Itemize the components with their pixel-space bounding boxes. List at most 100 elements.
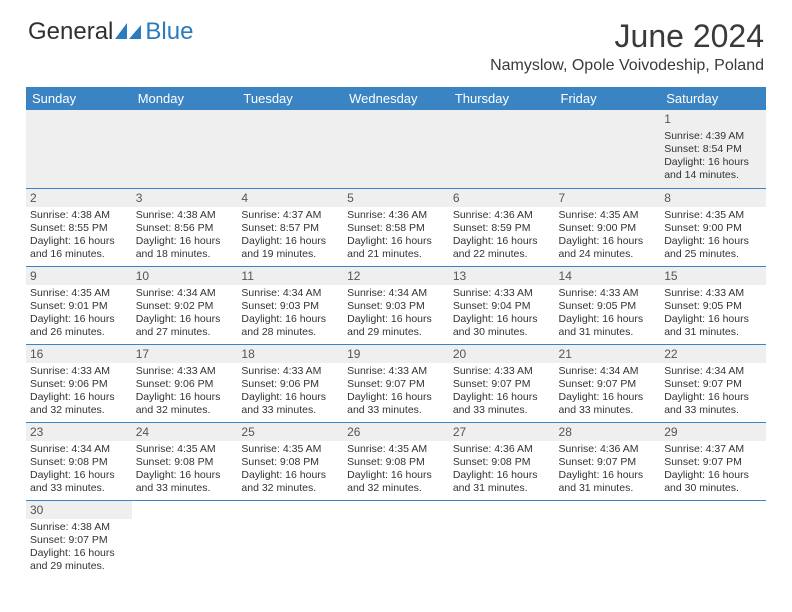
sunset-text: Sunset: 9:00 PM [559,222,657,235]
weekday-header: Tuesday [237,87,343,110]
weekday-header: Monday [132,87,238,110]
calendar-day-cell: 26Sunrise: 4:35 AMSunset: 9:08 PMDayligh… [343,422,449,500]
sunset-text: Sunset: 9:08 PM [347,456,445,469]
day-number: 24 [132,423,238,441]
calendar-day-cell: 18Sunrise: 4:33 AMSunset: 9:06 PMDayligh… [237,344,343,422]
sunrise-text: Sunrise: 4:35 AM [559,209,657,222]
weekday-header: Saturday [660,87,766,110]
sunset-text: Sunset: 8:54 PM [664,143,762,156]
sunrise-text: Sunrise: 4:36 AM [453,443,551,456]
sunrise-text: Sunrise: 4:33 AM [559,287,657,300]
daylight-text: Daylight: 16 hours and 25 minutes. [664,235,762,261]
sunrise-text: Sunrise: 4:38 AM [136,209,234,222]
sunset-text: Sunset: 9:07 PM [453,378,551,391]
daylight-text: Daylight: 16 hours and 22 minutes. [453,235,551,261]
calendar-week-row: 23Sunrise: 4:34 AMSunset: 9:08 PMDayligh… [26,422,766,500]
brand-part2: Blue [145,18,193,46]
day-number: 16 [26,345,132,363]
calendar-day-cell: 21Sunrise: 4:34 AMSunset: 9:07 PMDayligh… [555,344,661,422]
calendar-empty-cell [237,500,343,578]
day-number: 21 [555,345,661,363]
sunrise-text: Sunrise: 4:33 AM [664,287,762,300]
sunrise-text: Sunrise: 4:34 AM [664,365,762,378]
calendar-day-cell: 20Sunrise: 4:33 AMSunset: 9:07 PMDayligh… [449,344,555,422]
weekday-header: Wednesday [343,87,449,110]
daylight-text: Daylight: 16 hours and 18 minutes. [136,235,234,261]
sunset-text: Sunset: 9:07 PM [559,456,657,469]
day-number: 3 [132,189,238,207]
page-header: General Blue June 2024 Namyslow, Opole V… [0,0,792,81]
daylight-text: Daylight: 16 hours and 32 minutes. [347,469,445,495]
sunrise-text: Sunrise: 4:33 AM [241,365,339,378]
calendar-week-row: 1Sunrise: 4:39 AMSunset: 8:54 PMDaylight… [26,110,766,188]
day-number: 30 [26,501,132,519]
brand-part1: General [28,18,113,46]
sunrise-text: Sunrise: 4:34 AM [559,365,657,378]
calendar-week-row: 30 Sunrise: 4:38 AMSunset: 9:07 PMDayligh… [26,500,766,578]
day-number: 22 [660,345,766,363]
sunset-text: Sunset: 9:03 PM [347,300,445,313]
daylight-text: Daylight: 16 hours and 31 minutes. [664,313,762,339]
calendar-day-cell: 30 Sunrise: 4:38 AMSunset: 9:07 PMDayligh… [26,500,132,578]
calendar-table: SundayMondayTuesdayWednesdayThursdayFrid… [26,87,766,578]
day-number: 9 [26,267,132,285]
calendar-day-cell: 10Sunrise: 4:34 AMSunset: 9:02 PMDayligh… [132,266,238,344]
calendar-day-cell: 6Sunrise: 4:36 AMSunset: 8:59 PMDaylight… [449,188,555,266]
sunset-text: Sunset: 9:05 PM [559,300,657,313]
calendar-day-cell: 17Sunrise: 4:33 AMSunset: 9:06 PMDayligh… [132,344,238,422]
day-number: 7 [555,189,661,207]
sunrise-text: Sunrise: 4:33 AM [136,365,234,378]
sunrise-text: Sunrise: 4:38 AM [30,521,128,534]
daylight-text: Daylight: 16 hours and 29 minutes. [30,547,128,573]
calendar-empty-cell [343,110,449,188]
daylight-text: Daylight: 16 hours and 32 minutes. [30,391,128,417]
daylight-text: Daylight: 16 hours and 33 minutes. [559,391,657,417]
calendar-empty-cell [26,110,132,188]
calendar-week-row: 9Sunrise: 4:35 AMSunset: 9:01 PMDaylight… [26,266,766,344]
title-block: June 2024 Namyslow, Opole Voivodeship, P… [490,18,764,75]
day-number: 6 [449,189,555,207]
sunrise-text: Sunrise: 4:33 AM [347,365,445,378]
daylight-text: Daylight: 16 hours and 30 minutes. [664,469,762,495]
sunrise-text: Sunrise: 4:34 AM [241,287,339,300]
sunrise-text: Sunrise: 4:35 AM [136,443,234,456]
day-number: 26 [343,423,449,441]
calendar-week-row: 16Sunrise: 4:33 AMSunset: 9:06 PMDayligh… [26,344,766,422]
sunrise-text: Sunrise: 4:39 AM [664,130,762,143]
day-number: 15 [660,267,766,285]
day-number: 10 [132,267,238,285]
calendar-day-cell: 2Sunrise: 4:38 AMSunset: 8:55 PMDaylight… [26,188,132,266]
calendar-week-row: 2Sunrise: 4:38 AMSunset: 8:55 PMDaylight… [26,188,766,266]
daylight-text: Daylight: 16 hours and 33 minutes. [241,391,339,417]
calendar-day-cell: 16Sunrise: 4:33 AMSunset: 9:06 PMDayligh… [26,344,132,422]
daylight-text: Daylight: 16 hours and 33 minutes. [30,469,128,495]
sunset-text: Sunset: 9:08 PM [241,456,339,469]
sunrise-text: Sunrise: 4:34 AM [347,287,445,300]
sunset-text: Sunset: 9:07 PM [30,534,128,547]
sunset-text: Sunset: 9:06 PM [136,378,234,391]
daylight-text: Daylight: 16 hours and 16 minutes. [30,235,128,261]
calendar-empty-cell [132,110,238,188]
calendar-empty-cell [237,110,343,188]
daylight-text: Daylight: 16 hours and 33 minutes. [136,469,234,495]
sunrise-text: Sunrise: 4:35 AM [30,287,128,300]
sunrise-text: Sunrise: 4:36 AM [347,209,445,222]
daylight-text: Daylight: 16 hours and 14 minutes. [664,156,762,182]
brand-logo: General Blue [28,18,193,46]
day-number: 2 [26,189,132,207]
daylight-text: Daylight: 16 hours and 31 minutes. [559,469,657,495]
daylight-text: Daylight: 16 hours and 29 minutes. [347,313,445,339]
weekday-header-row: SundayMondayTuesdayWednesdayThursdayFrid… [26,87,766,110]
daylight-text: Daylight: 16 hours and 31 minutes. [453,469,551,495]
calendar-day-cell: 29Sunrise: 4:37 AMSunset: 9:07 PMDayligh… [660,422,766,500]
day-number: 14 [555,267,661,285]
sunrise-text: Sunrise: 4:33 AM [30,365,128,378]
sunrise-text: Sunrise: 4:37 AM [241,209,339,222]
day-number: 23 [26,423,132,441]
daylight-text: Daylight: 16 hours and 24 minutes. [559,235,657,261]
calendar-day-cell: 9Sunrise: 4:35 AMSunset: 9:01 PMDaylight… [26,266,132,344]
calendar-day-cell: 25Sunrise: 4:35 AMSunset: 9:08 PMDayligh… [237,422,343,500]
calendar-empty-cell [555,110,661,188]
day-number: 13 [449,267,555,285]
sunset-text: Sunset: 9:05 PM [664,300,762,313]
